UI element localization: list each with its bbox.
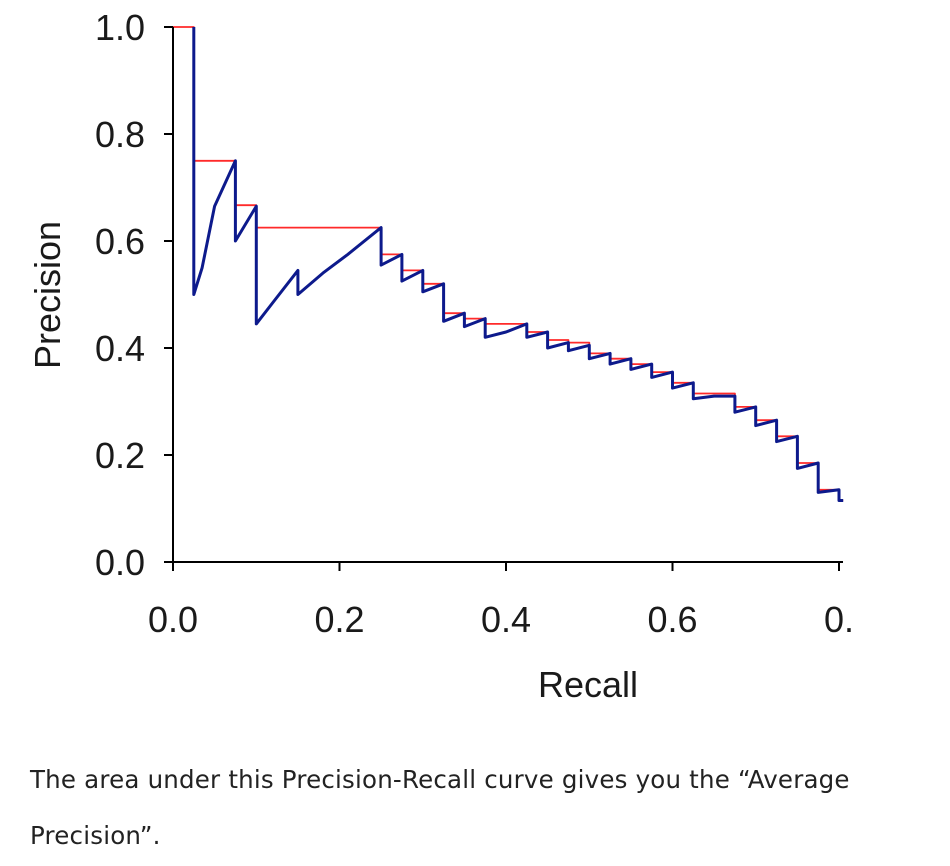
x-tick-label: 0.2	[314, 599, 364, 640]
ticks-layer: 0.0 0.2 0.4 0.6 0. 0.0 0.2 0.4 0.6 0.8 1.0	[95, 7, 854, 640]
y-tick-label: 0.6	[95, 221, 145, 262]
precision-recall-chart: 0.0 0.2 0.4 0.6 0.0.00.20.40.60.81.0 Recall …	[27, 7, 854, 705]
y-tick-label: 0.0	[95, 542, 145, 583]
x-axis-title: Recall	[538, 664, 638, 705]
y-tick-label: 1.0	[95, 7, 145, 48]
caption-line-1: The area under this Precision-Recall cur…	[30, 765, 850, 794]
series-layer	[173, 26, 844, 502]
x-tick-label: 0.6	[647, 599, 697, 640]
series-line-2	[192, 27, 844, 502]
y-tick-label: 0.8	[95, 114, 145, 155]
series-line-1	[173, 26, 844, 502]
chart-caption: The area under this Precision-Recall cur…	[30, 752, 935, 864]
y-axis-title: Precision	[27, 221, 68, 369]
y-tick-label: 0.4	[95, 328, 145, 369]
x-tick-label: 0.0	[148, 599, 198, 640]
axes-layer	[172, 27, 843, 563]
x-tick-label: 0.	[824, 599, 854, 640]
y-tick-label: 0.2	[95, 435, 145, 476]
x-tick-label: 0.4	[481, 599, 531, 640]
caption-line-2: Precision”.	[30, 821, 161, 850]
